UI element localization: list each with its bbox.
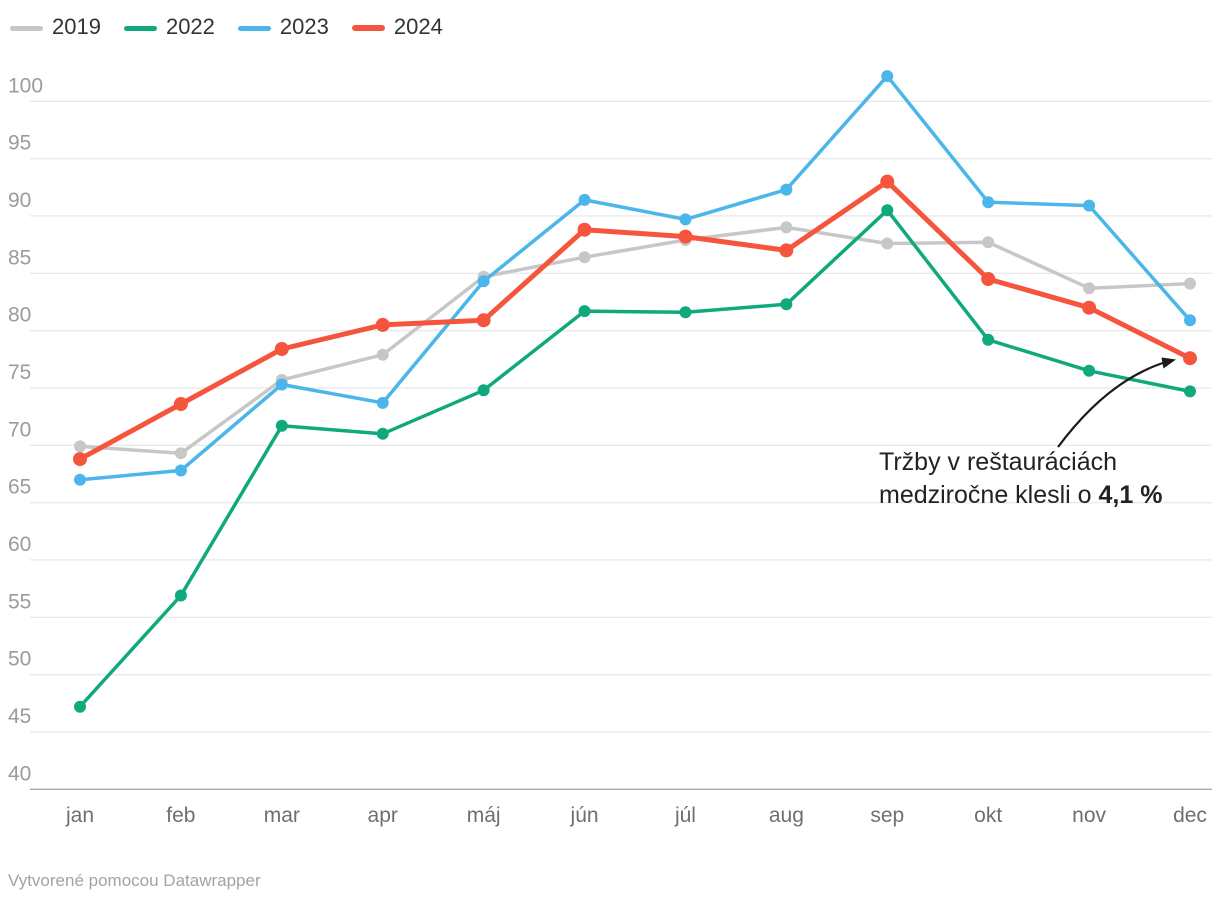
data-point-2023-nov	[1083, 199, 1096, 212]
series-line-2024	[77, 179, 1193, 462]
line-chart: 40 45 50 55 60 65 70 75 80 85 90 95 100 jan feb mar apr m…	[8, 70, 1212, 827]
y-tick-label: 75	[8, 361, 31, 384]
x-tick-label: jan	[65, 804, 94, 827]
data-point-2023-máj	[477, 275, 490, 288]
data-point-2019-dec	[1184, 277, 1197, 290]
legend-label-2019: 2019	[52, 14, 101, 39]
data-point-2024-apr	[375, 317, 390, 332]
y-tick-label: 50	[8, 648, 31, 671]
data-point-2024-jan	[73, 452, 87, 467]
legend-swatch-2024	[351, 25, 385, 31]
x-tick-label: júl	[674, 804, 696, 827]
data-point-2024-júl	[678, 229, 693, 244]
legend-item-2024[interactable]: 2024	[351, 14, 443, 40]
data-point-2023-júl	[679, 213, 692, 226]
y-tick-label: 85	[8, 246, 31, 269]
legend: 2019 2022 2023 2024	[10, 16, 443, 40]
data-point-2022-feb	[174, 589, 187, 602]
legend-label-2022: 2022	[165, 14, 215, 39]
x-tick-label: aug	[769, 804, 804, 827]
data-point-2024-dec	[1183, 351, 1198, 366]
data-point-2023-mar	[275, 378, 288, 391]
legend-item-2023[interactable]: 2023	[237, 14, 329, 40]
series-line-2019	[78, 225, 1192, 456]
x-tick-label: nov	[1072, 804, 1106, 827]
data-point-2022-okt	[982, 333, 995, 346]
legend-swatch-2019	[10, 25, 43, 31]
y-tick-label: 40	[8, 762, 31, 785]
y-tick-label: 70	[8, 418, 31, 441]
y-tick-label: 100	[8, 74, 43, 97]
annotation-line2-prefix: medziročne klesli o	[879, 481, 1099, 509]
legend-item-2022[interactable]: 2022	[123, 14, 215, 40]
x-tick-label: dec	[1173, 804, 1207, 827]
data-point-2022-nov	[1083, 364, 1096, 377]
y-tick-label: 60	[8, 533, 31, 556]
legend-item-2019[interactable]: 2019	[10, 16, 101, 40]
annotation-arrow	[1057, 357, 1176, 448]
annotation-line2-bold: 4,1 %	[1098, 481, 1163, 509]
data-point-2022-dec	[1184, 385, 1197, 398]
data-point-2024-nov	[1082, 300, 1097, 315]
annotation-arrow-line	[1057, 360, 1167, 448]
data-point-2024-jún	[577, 222, 592, 237]
data-point-2024-máj	[476, 313, 491, 328]
x-tick-label: apr	[368, 804, 398, 827]
data-point-2022-jan	[74, 700, 86, 713]
data-point-2019-nov	[1083, 282, 1096, 295]
data-point-2024-aug	[779, 243, 794, 258]
y-tick-label: 65	[8, 476, 31, 499]
x-tick-label: máj	[467, 804, 501, 827]
data-point-2019-sep	[881, 237, 894, 250]
x-tick-label: mar	[264, 804, 300, 827]
y-tick-label: 45	[8, 705, 31, 728]
data-point-2019-okt	[982, 236, 995, 249]
data-point-2023-feb	[174, 464, 187, 477]
y-tick-label: 95	[8, 132, 31, 155]
y-tick-label: 80	[8, 304, 31, 327]
legend-label-2024: 2024	[393, 14, 443, 39]
y-tick-label: 90	[8, 189, 31, 212]
data-point-2022-máj	[477, 384, 490, 397]
data-point-2023-okt	[982, 196, 995, 209]
data-point-2019-aug	[780, 221, 793, 234]
annotation-text: Tržby v reštauráciách medziročne klesli …	[879, 446, 1209, 512]
data-point-2024-okt	[981, 272, 996, 286]
data-point-2022-júl	[679, 306, 692, 319]
data-point-2019-apr	[376, 348, 389, 361]
y-tick-label: 55	[8, 590, 31, 613]
data-point-2023-sep	[881, 70, 894, 83]
attribution-credit: Vytvorené pomocou Datawrapper	[8, 871, 261, 890]
x-tick-label: feb	[166, 804, 195, 827]
data-point-2022-jún	[578, 305, 591, 318]
data-point-2022-mar	[275, 419, 288, 432]
data-point-2023-dec	[1184, 314, 1197, 327]
plot-layer: 40 45 50 55 60 65 70 75 80 85 90 95 100 jan feb mar apr m…	[8, 70, 1212, 827]
data-point-2023-jún	[578, 193, 591, 206]
data-point-2024-feb	[173, 397, 188, 411]
data-point-2023-aug	[780, 183, 793, 196]
data-point-2019-jan	[74, 440, 86, 453]
x-tick-label: okt	[974, 804, 1002, 827]
data-point-2024-mar	[274, 342, 289, 356]
data-point-2023-apr	[376, 396, 389, 409]
x-tick-label: sep	[870, 804, 904, 827]
legend-label-2023: 2023	[279, 14, 329, 39]
annotation-line1: Tržby v reštauráciách	[879, 448, 1118, 476]
series-line-2023	[78, 74, 1192, 482]
data-point-2022-apr	[376, 427, 389, 440]
data-point-2023-jan	[74, 473, 86, 486]
legend-swatch-2023	[237, 25, 271, 31]
data-point-2022-aug	[780, 298, 793, 311]
data-point-2019-jún	[578, 251, 591, 264]
legend-swatch-2022	[123, 25, 157, 31]
series-line-2022	[78, 208, 1192, 709]
data-point-2024-sep	[880, 174, 895, 189]
annotation-arrow-head	[1161, 357, 1176, 369]
x-tick-label: jún	[570, 804, 599, 827]
data-point-2019-feb	[174, 447, 187, 460]
data-point-2022-sep	[881, 204, 894, 217]
